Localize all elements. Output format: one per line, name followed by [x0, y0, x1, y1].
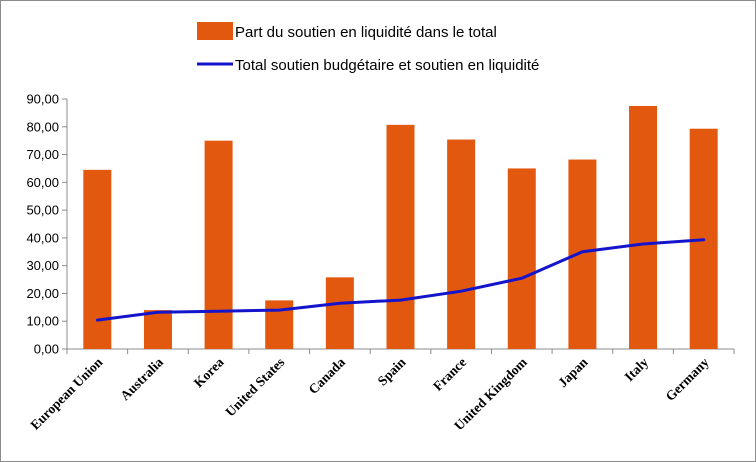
y-tick-label: 80,00	[26, 119, 59, 134]
bar	[568, 159, 597, 349]
legend: Part du soutien en liquidité dans le tot…	[197, 22, 539, 74]
y-tick-label: 30,00	[26, 258, 59, 273]
bar	[507, 168, 536, 349]
bar	[447, 139, 476, 349]
plot-area: 0,00 10,00 20,00 30,00 40,00 50,00 60,00 70,00 8…	[26, 92, 735, 433]
x-category-label: United States	[222, 355, 287, 420]
bar	[629, 105, 658, 349]
y-tick-label: 0,00	[34, 342, 59, 357]
bar	[143, 310, 172, 349]
legend-bar-label: Part du soutien en liquidité dans le tot…	[235, 24, 497, 41]
bar	[386, 124, 415, 349]
bar	[204, 140, 233, 349]
legend-line-label: Total soutien budgétaire et soutien en l…	[235, 57, 539, 74]
bar	[325, 277, 354, 349]
x-category-label: Germany	[662, 354, 711, 403]
y-tick-label: 20,00	[26, 286, 59, 301]
x-category-label: Japan	[555, 354, 591, 390]
bar	[83, 169, 112, 349]
y-tick-label: 90,00	[26, 92, 59, 107]
series-line	[95, 238, 706, 322]
y-tick-label: 50,00	[26, 203, 59, 218]
y-tick-label: 10,00	[26, 314, 59, 329]
y-tick-label: 60,00	[26, 175, 59, 190]
x-category-label: Italy	[621, 354, 651, 384]
legend-bar-swatch	[197, 22, 233, 40]
y-tick-label: 70,00	[26, 147, 59, 162]
x-category-label: European Union	[27, 354, 105, 432]
y-tick-label: 40,00	[26, 230, 59, 245]
x-category-label: France	[430, 355, 469, 394]
x-category-label: Korea	[191, 354, 227, 390]
x-category-label: Australia	[117, 354, 166, 403]
x-category-label: Canada	[306, 354, 349, 397]
x-category-label: Spain	[375, 354, 409, 388]
